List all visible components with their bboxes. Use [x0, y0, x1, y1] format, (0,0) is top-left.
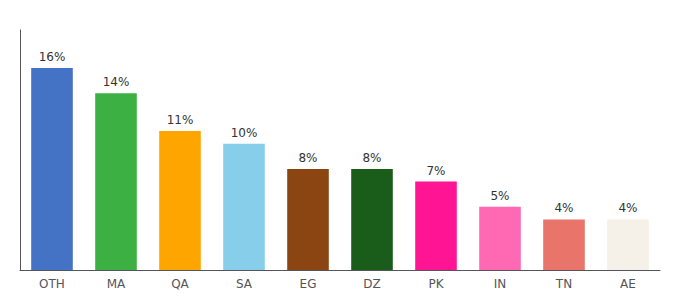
- svg-text:4%: 4%: [618, 201, 637, 215]
- svg-text:DZ: DZ: [363, 277, 380, 291]
- svg-text:8%: 8%: [362, 151, 381, 165]
- svg-text:OTH: OTH: [39, 277, 65, 291]
- svg-text:11%: 11%: [167, 113, 194, 127]
- svg-text:SA: SA: [236, 277, 253, 291]
- svg-text:7%: 7%: [426, 164, 445, 178]
- svg-text:16%: 16%: [39, 50, 66, 64]
- svg-text:AE: AE: [620, 277, 636, 291]
- svg-text:EG: EG: [300, 277, 317, 291]
- svg-text:TN: TN: [555, 277, 572, 291]
- svg-text:5%: 5%: [490, 189, 509, 203]
- svg-text:14%: 14%: [103, 75, 130, 89]
- svg-text:QA: QA: [171, 277, 189, 291]
- svg-text:IN: IN: [494, 277, 507, 291]
- svg-text:MA: MA: [107, 277, 126, 291]
- svg-text:8%: 8%: [298, 151, 317, 165]
- svg-text:10%: 10%: [231, 126, 258, 140]
- svg-text:PK: PK: [428, 277, 444, 291]
- svg-text:4%: 4%: [554, 201, 573, 215]
